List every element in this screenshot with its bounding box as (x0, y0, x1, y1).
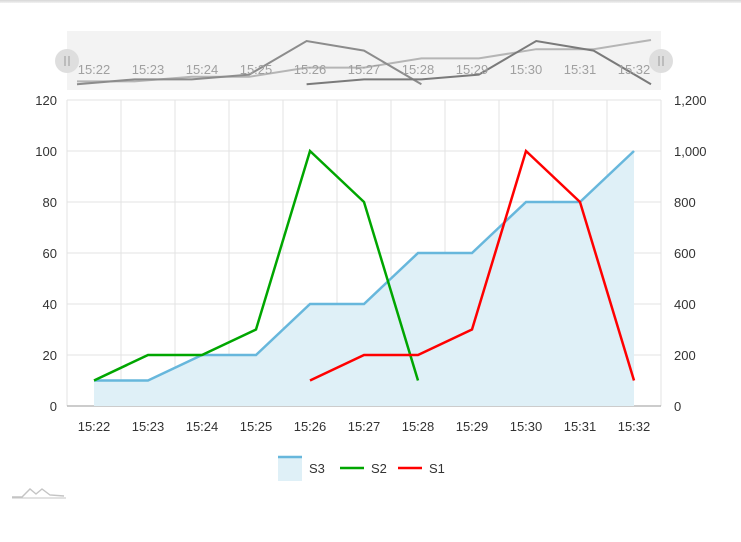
x-tick-label: 15:25 (240, 419, 273, 434)
scrollbar-tick-label: 15:29 (456, 62, 489, 77)
y-left-tick-label: 100 (35, 144, 57, 159)
scrollbar-series-s3 (77, 39, 652, 83)
scrollbar-series-s1 (306, 39, 652, 86)
x-tick-label: 15:31 (564, 419, 597, 434)
scrollbar-tick-label: 15:28 (402, 62, 435, 77)
y-right-tick-label: 1,200 (674, 93, 707, 108)
y-left-tick-label: 120 (35, 93, 57, 108)
scrollbar-start-grip[interactable] (55, 49, 79, 73)
series-s3-line (94, 150, 635, 382)
area-series (94, 150, 635, 406)
series-s1-line (309, 148, 636, 382)
scrollbar-tick-label: 15:30 (510, 62, 543, 77)
scrollbar-series-s2 (76, 39, 422, 86)
y-axis-left: 0 20 40 60 80 100 120 (35, 93, 57, 414)
x-tick-label: 15:32 (618, 419, 651, 434)
y-axis-right: 0 200 400 600 800 1,000 1,200 (674, 93, 707, 414)
y-left-tick-label: 80 (43, 195, 57, 210)
y-right-tick-label: 1,000 (674, 144, 707, 159)
y-right-tick-label: 200 (674, 348, 696, 363)
x-tick-label: 15:30 (510, 419, 543, 434)
y-left-tick-label: 20 (43, 348, 57, 363)
series-s3-area-fill (94, 151, 634, 406)
y-left-tick-label: 60 (43, 246, 57, 261)
scrollbar-tick-label: 15:32 (618, 62, 651, 77)
legend[interactable]: S3 S2 S1 (278, 455, 445, 481)
y-left-tick-label: 0 (50, 399, 57, 414)
x-tick-label: 15:23 (132, 419, 165, 434)
x-tick-label: 15:22 (78, 419, 111, 434)
scrollbar[interactable]: 15:22 15:23 15:24 15:25 15:26 15:27 15:28 15:29… (55, 31, 673, 90)
legend-label-s1: S1 (429, 461, 445, 476)
scrollbar-tick-label: 15:22 (78, 62, 111, 77)
y-right-tick-label: 400 (674, 297, 696, 312)
scrollbar-series (76, 39, 652, 86)
y-right-tick-label: 0 (674, 399, 681, 414)
scrollbar-tick-label: 15:24 (186, 62, 219, 77)
scrollbar-tick-label: 15:31 (564, 62, 597, 77)
y-left-tick-label: 40 (43, 297, 57, 312)
y-right-tick-label: 600 (674, 246, 696, 261)
x-tick-label: 15:24 (186, 419, 219, 434)
top-border (0, 0, 741, 3)
x-tick-label: 15:28 (402, 419, 435, 434)
x-tick-label: 15:29 (456, 419, 489, 434)
x-tick-label: 15:26 (294, 419, 327, 434)
series-s2-line (93, 148, 420, 382)
x-axis: 15:22 15:23 15:24 15:25 15:26 15:27 15:28 15:29… (78, 419, 651, 434)
scrollbar-labels: 15:22 15:23 15:24 15:25 15:26 15:27 15:28 15:29… (78, 62, 651, 77)
scrollbar-tick-label: 15:25 (240, 62, 273, 77)
legend-label-s3: S3 (309, 461, 325, 476)
legend-marker-s3 (278, 456, 302, 481)
x-tick-label: 15:27 (348, 419, 381, 434)
scrollbar-tick-label: 15:27 (348, 62, 381, 77)
scrollbar-background (67, 31, 661, 90)
scrollbar-tick-label: 15:26 (294, 62, 327, 77)
y-right-tick-label: 800 (674, 195, 696, 210)
chart-logo-icon (12, 488, 66, 499)
scrollbar-end-grip[interactable] (649, 49, 673, 73)
scrollbar-tick-label: 15:23 (132, 62, 165, 77)
line-series (93, 148, 636, 382)
legend-label-s2: S2 (371, 461, 387, 476)
